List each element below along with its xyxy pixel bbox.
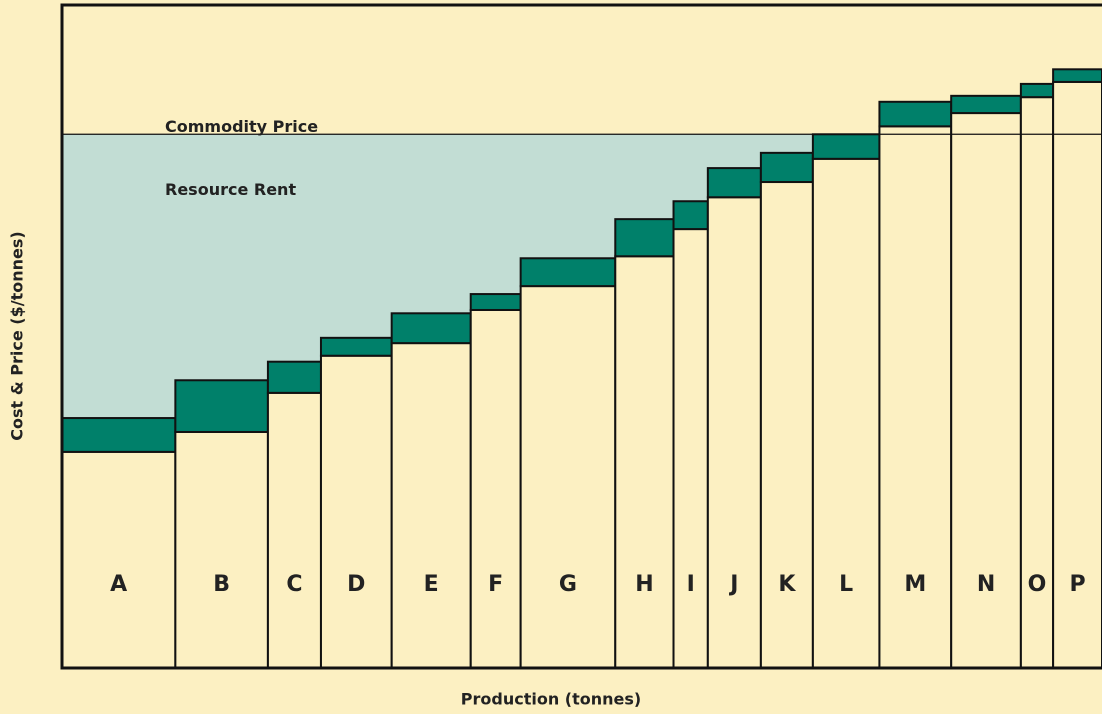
plot-border bbox=[60, 3, 1102, 670]
margin-bar bbox=[319, 336, 393, 357]
price-label: Commodity Price bbox=[165, 117, 318, 136]
category-label: L bbox=[839, 572, 853, 597]
cost-bar bbox=[174, 430, 269, 669]
y-axis-title: Cost & Price ($/tonnes) bbox=[8, 231, 27, 440]
category-label: P bbox=[1069, 572, 1085, 597]
cost-bar bbox=[672, 228, 709, 669]
category-label: D bbox=[347, 572, 365, 597]
margin-bar bbox=[614, 218, 675, 258]
cost-bar bbox=[61, 450, 177, 669]
cost-bar bbox=[519, 285, 617, 669]
category-label: J bbox=[728, 572, 738, 597]
margin-bar bbox=[811, 133, 881, 160]
margin-bar bbox=[950, 94, 1022, 115]
margin-bar bbox=[1019, 82, 1055, 99]
margin-bar bbox=[390, 312, 472, 345]
category-label: K bbox=[778, 572, 796, 597]
margin-bar bbox=[469, 293, 522, 311]
margin-bar bbox=[878, 100, 953, 128]
margin-bar bbox=[174, 379, 269, 433]
margin-bar bbox=[672, 200, 709, 231]
category-label: A bbox=[110, 572, 127, 597]
category-label: B bbox=[213, 572, 230, 597]
margin-bar bbox=[266, 360, 322, 394]
category-label: F bbox=[488, 572, 503, 597]
category-label: I bbox=[687, 572, 695, 597]
category-label: N bbox=[977, 572, 995, 597]
cost-bar bbox=[266, 391, 322, 669]
cost-bar bbox=[469, 308, 522, 669]
margin-bar bbox=[519, 257, 617, 288]
cost-bar bbox=[319, 354, 393, 669]
cost-bar bbox=[390, 342, 472, 669]
margin-bar bbox=[706, 167, 762, 199]
category-label: H bbox=[635, 572, 653, 597]
rent-label: Resource Rent bbox=[165, 180, 296, 199]
category-label: O bbox=[1028, 572, 1047, 597]
margin-bar bbox=[1052, 68, 1102, 83]
plot-area: A B C D E F G H I J K L M N O P Commodity Price Resource … bbox=[60, 3, 1102, 670]
category-label: E bbox=[424, 572, 439, 597]
category-label: C bbox=[286, 572, 302, 597]
cost-bar bbox=[614, 255, 675, 669]
category-label: M bbox=[904, 572, 926, 597]
x-axis-title: Production (tonnes) bbox=[461, 690, 641, 709]
resource-rent-area bbox=[62, 134, 813, 419]
cost-bar bbox=[706, 196, 762, 670]
margin-bar bbox=[61, 417, 177, 453]
cost-bar bbox=[811, 157, 881, 669]
category-label: G bbox=[559, 572, 577, 597]
margin-bar bbox=[759, 151, 814, 184]
